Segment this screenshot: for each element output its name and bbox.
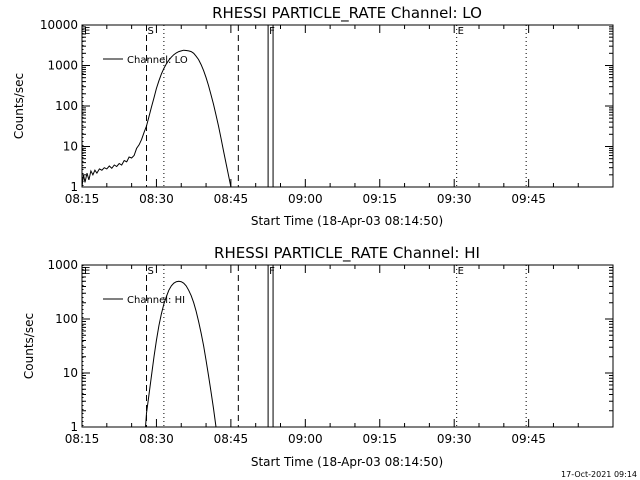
x-tick-label-lo: 09:00 xyxy=(288,192,323,206)
event-marker-label-lo: E xyxy=(84,26,90,37)
x-tick-label-lo: 08:30 xyxy=(139,192,174,206)
x-tick-label-lo: 09:15 xyxy=(362,192,397,206)
event-marker-label-lo: F xyxy=(269,26,275,37)
x-tick-label-hi: 08:15 xyxy=(65,432,100,446)
event-marker-label-hi: S xyxy=(148,266,154,277)
legend-label-hi: Channel: HI xyxy=(127,295,185,306)
y-tick-label-lo: 10000 xyxy=(40,18,78,32)
x-tick-label-lo: 09:45 xyxy=(511,192,546,206)
plot-frame-hi xyxy=(81,264,614,428)
y-tick-label-lo: 1 xyxy=(70,180,78,194)
plot-frame-lo xyxy=(81,24,614,188)
series-line-hi xyxy=(145,280,217,428)
series-line-lo xyxy=(81,49,232,188)
y-tick-label-lo: 100 xyxy=(55,99,78,113)
x-tick-label-lo: 08:15 xyxy=(65,192,100,206)
x-tick-label-hi: 09:00 xyxy=(288,432,323,446)
y-tick-label-hi: 10 xyxy=(63,366,78,380)
axis-ticks-hi: 08:15 08:30 08:45 09:00 09:15 09:30 09:45 1 10 10… xyxy=(47,258,613,446)
event-marker-label-hi: E xyxy=(84,266,90,277)
y-tick-label-hi: 1 xyxy=(70,420,78,434)
x-axis-label-hi: Start Time (18-Apr-03 08:14:50) xyxy=(251,455,443,469)
x-tick-label-hi: 09:45 xyxy=(511,432,546,446)
event-marker-label-lo: S xyxy=(148,26,154,37)
y-axis-label-hi: Counts/sec xyxy=(22,313,36,379)
x-tick-label-lo: 08:45 xyxy=(214,192,249,206)
x-tick-label-hi: 08:30 xyxy=(139,432,174,446)
event-marker-label-lo: E xyxy=(458,26,464,37)
x-tick-label-hi: 08:45 xyxy=(214,432,249,446)
axis-ticks-lo: 08:15 08:30 08:45 09:00 09:15 09:30 09:45 1 10 10… xyxy=(40,18,613,206)
legend-label-lo: Channel: LO xyxy=(127,55,188,66)
chart-title-hi: RHESSI PARTICLE_RATE Channel: HI xyxy=(214,244,480,263)
x-tick-label-hi: 09:15 xyxy=(362,432,397,446)
footer-timestamp: 17-Oct-2021 09:14 xyxy=(561,470,637,479)
y-tick-label-lo: 10 xyxy=(63,140,78,154)
x-tick-label-hi: 09:30 xyxy=(437,432,472,446)
y-tick-label-lo: 1000 xyxy=(47,59,78,73)
x-tick-label-lo: 09:30 xyxy=(437,192,472,206)
event-marker-label-hi: F xyxy=(269,266,275,277)
event-marker-label-hi: E xyxy=(458,266,464,277)
y-axis-label-lo: Counts/sec xyxy=(12,73,26,139)
x-axis-label-lo: Start Time (18-Apr-03 08:14:50) xyxy=(251,214,443,228)
chart-title-lo: RHESSI PARTICLE_RATE Channel: LO xyxy=(212,4,482,23)
panel-hi-channel: RHESSI PARTICLE_RATE Channel: HI Start T… xyxy=(22,244,614,469)
y-tick-label-hi: 1000 xyxy=(47,258,78,272)
panel-lo-channel: RHESSI PARTICLE_RATE Channel: LO Start T… xyxy=(12,4,614,228)
y-tick-label-hi: 100 xyxy=(55,312,78,326)
